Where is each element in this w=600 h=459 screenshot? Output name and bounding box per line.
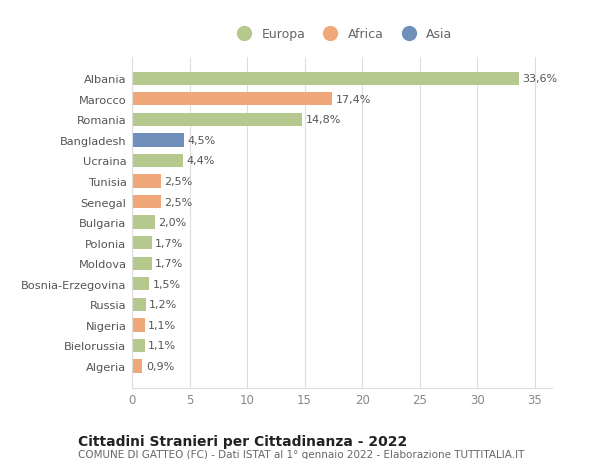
Bar <box>132 257 152 270</box>
Text: 1,1%: 1,1% <box>148 341 176 351</box>
Bar <box>132 236 152 250</box>
Text: 1,7%: 1,7% <box>155 258 183 269</box>
Text: 4,5%: 4,5% <box>187 135 215 146</box>
Bar <box>132 113 302 127</box>
Text: Cittadini Stranieri per Cittadinanza - 2022: Cittadini Stranieri per Cittadinanza - 2… <box>78 434 407 448</box>
Text: 17,4%: 17,4% <box>335 95 371 105</box>
Text: 1,5%: 1,5% <box>153 279 181 289</box>
Text: 2,0%: 2,0% <box>158 218 187 228</box>
Text: 1,7%: 1,7% <box>155 238 183 248</box>
Bar <box>132 93 332 106</box>
Text: 4,4%: 4,4% <box>186 156 214 166</box>
Text: 1,2%: 1,2% <box>149 300 178 310</box>
Legend: Europa, Africa, Asia: Europa, Africa, Asia <box>229 26 455 44</box>
Text: 14,8%: 14,8% <box>306 115 341 125</box>
Text: 33,6%: 33,6% <box>522 74 557 84</box>
Bar <box>132 73 518 86</box>
Bar <box>132 319 145 332</box>
Text: 1,1%: 1,1% <box>148 320 176 330</box>
Text: 2,5%: 2,5% <box>164 197 193 207</box>
Text: 0,9%: 0,9% <box>146 361 174 371</box>
Text: COMUNE DI GATTEO (FC) - Dati ISTAT al 1° gennaio 2022 - Elaborazione TUTTITALIA.: COMUNE DI GATTEO (FC) - Dati ISTAT al 1°… <box>78 449 524 459</box>
Bar <box>132 216 155 230</box>
Bar <box>132 359 142 373</box>
Bar <box>132 134 184 147</box>
Bar <box>132 339 145 353</box>
Bar <box>132 298 146 311</box>
Bar <box>132 196 161 209</box>
Text: 2,5%: 2,5% <box>164 177 193 187</box>
Bar <box>132 175 161 188</box>
Bar <box>132 278 149 291</box>
Bar <box>132 154 182 168</box>
